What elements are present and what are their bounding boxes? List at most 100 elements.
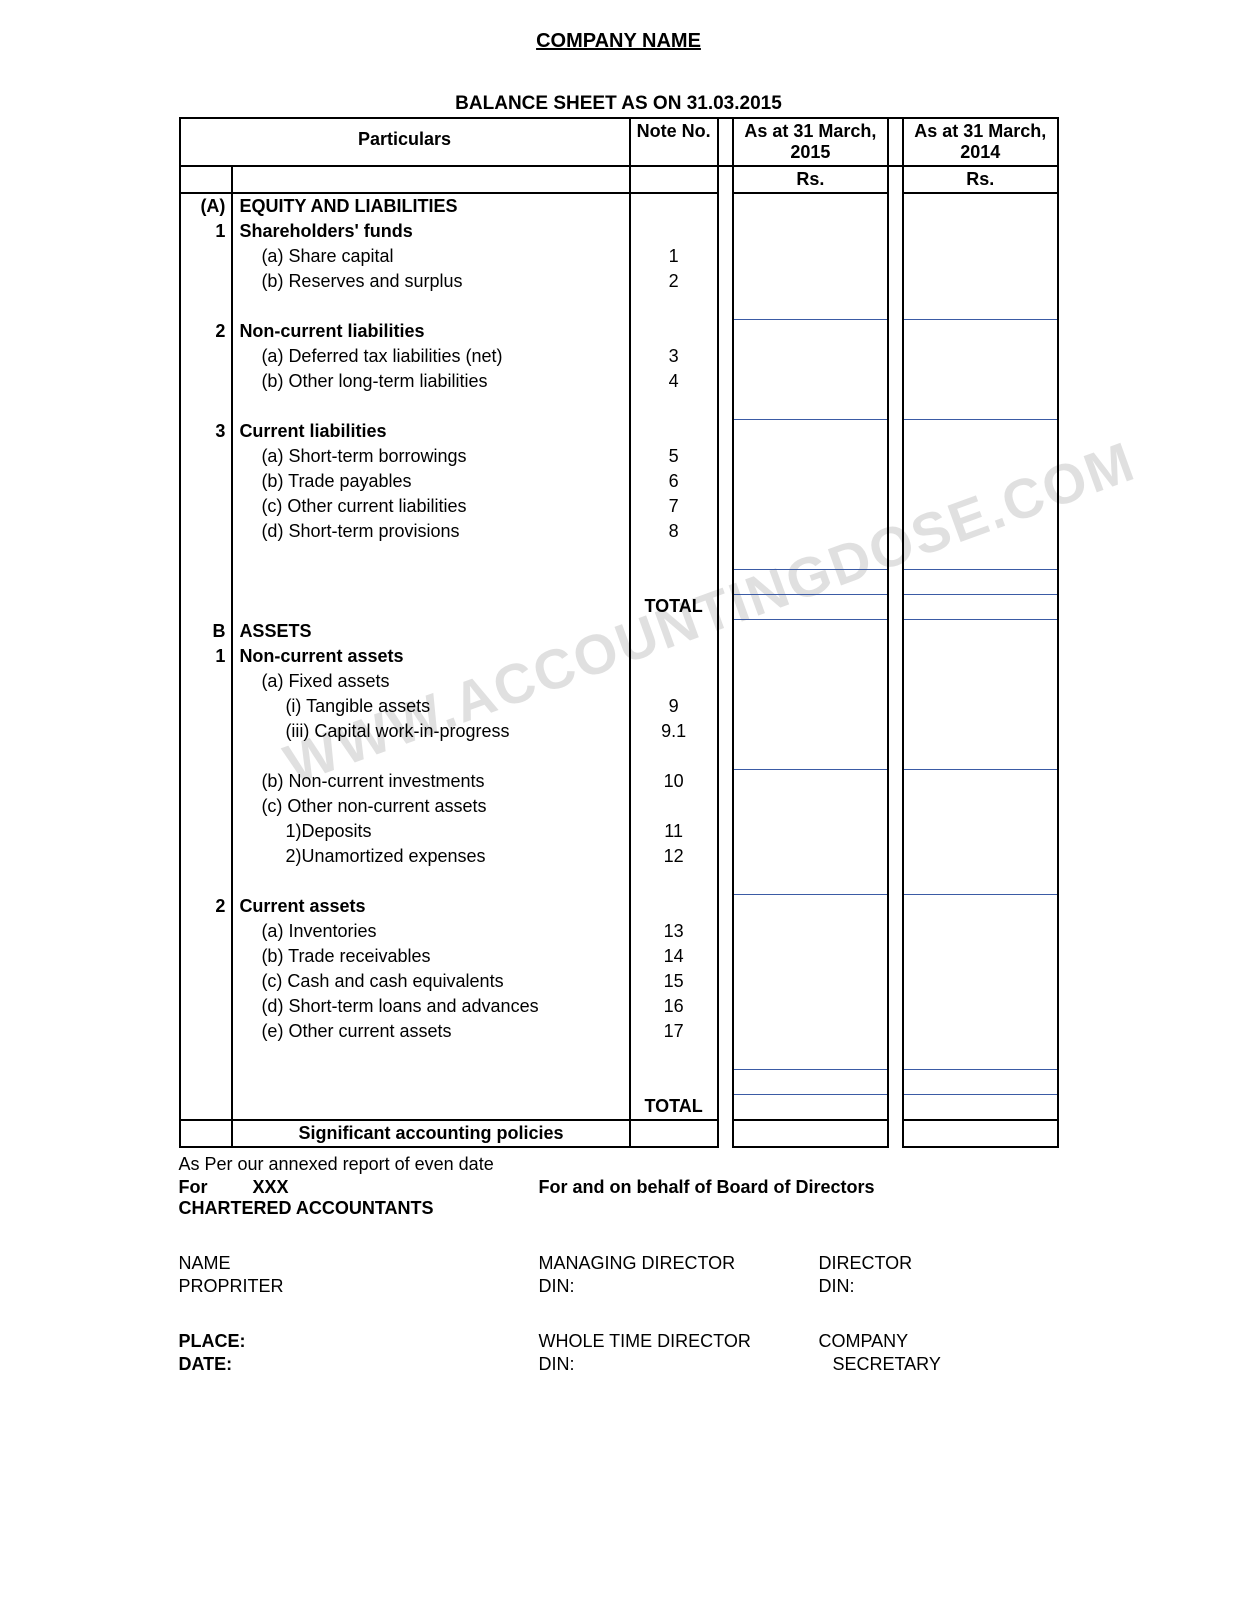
col-header-particulars: Particulars	[180, 118, 630, 166]
label: (a) Short-term borrowings	[232, 444, 629, 469]
line-A3a: (a) Short-term borrowings5	[180, 444, 1058, 469]
board-line: For and on behalf of Board of Directors	[539, 1177, 875, 1198]
label: (a) Share capital	[232, 244, 629, 269]
spacer	[180, 1069, 1058, 1094]
group-B2-title: Current assets	[232, 894, 629, 919]
note: 7	[630, 494, 718, 519]
group-B1-row: 1 Non-current assets	[180, 644, 1058, 669]
secretary-label: SECRETARY	[819, 1354, 1019, 1375]
line-A3d: (d) Short-term provisions8	[180, 519, 1058, 544]
policies-row: Significant accounting policies	[180, 1120, 1058, 1147]
line-A1a: (a) Share capital 1	[180, 244, 1058, 269]
section-A-title: EQUITY AND LIABILITIES	[232, 193, 629, 219]
col-header-note: Note No.	[630, 118, 718, 166]
line-B1a1: (i) Tangible assets9	[180, 694, 1058, 719]
group-A3-title: Current liabilities	[232, 419, 629, 444]
director-label: DIRECTOR	[819, 1253, 1019, 1274]
note: 14	[630, 944, 718, 969]
place-label: PLACE:	[179, 1331, 539, 1352]
din-1: DIN:	[539, 1276, 819, 1297]
propriter-label: PROPRITER	[179, 1276, 539, 1297]
line-A2b: (b) Other long-term liabilities 4	[180, 369, 1058, 394]
md-label: MANAGING DIRECTOR	[539, 1253, 819, 1274]
section-B-title: ASSETS	[232, 619, 629, 644]
balance-sheet-table: Particulars Note No. As at 31 March, 201…	[179, 117, 1059, 1148]
spacer	[180, 1044, 1058, 1069]
company-name: COMPANY NAME	[20, 30, 1217, 53]
name-label: NAME	[179, 1253, 539, 1274]
wtd-label: WHOLE TIME DIRECTOR	[539, 1331, 819, 1352]
total-B-row: TOTAL	[180, 1094, 1058, 1120]
label: (b) Trade payables	[232, 469, 629, 494]
label: (c) Other current liabilities	[232, 494, 629, 519]
note: 3	[630, 344, 718, 369]
note: 12	[630, 844, 718, 869]
note: 1	[630, 244, 718, 269]
line-B1b: (b) Non-current investments10	[180, 769, 1058, 794]
note: 8	[630, 519, 718, 544]
note: 6	[630, 469, 718, 494]
label: (a) Fixed assets	[232, 669, 629, 694]
note: 2	[630, 269, 718, 294]
line-B1c: (c) Other non-current assets	[180, 794, 1058, 819]
spacer	[180, 394, 1058, 419]
rs-2014: Rs.	[903, 166, 1057, 193]
label: (b) Other long-term liabilities	[232, 369, 629, 394]
note: 11	[630, 819, 718, 844]
spacer	[180, 544, 1058, 569]
for-label: For	[179, 1177, 208, 1197]
note: 15	[630, 969, 718, 994]
section-A-idx: (A)	[180, 193, 233, 219]
balance-sheet-table-wrap: Particulars Note No. As at 31 March, 201…	[179, 117, 1059, 1148]
note: 17	[630, 1019, 718, 1044]
spacer	[180, 294, 1058, 319]
note: 5	[630, 444, 718, 469]
label: (b) Non-current investments	[232, 769, 629, 794]
line-A3c: (c) Other current liabilities7	[180, 494, 1058, 519]
total-B-label: TOTAL	[630, 1094, 718, 1120]
note: 16	[630, 994, 718, 1019]
line-B2b: (b) Trade receivables14	[180, 944, 1058, 969]
label: (e) Other current assets	[232, 1019, 629, 1044]
spacer	[180, 744, 1058, 769]
line-A1b: (b) Reserves and surplus 2	[180, 269, 1058, 294]
group-B1-title: Non-current assets	[232, 644, 629, 669]
footer: As Per our annexed report of even date F…	[179, 1154, 1059, 1375]
group-B2-row: 2 Current assets	[180, 894, 1058, 919]
group-A1-title: Shareholders' funds	[232, 219, 629, 244]
line-B2e: (e) Other current assets17	[180, 1019, 1058, 1044]
table-subheader-row: Rs. Rs.	[180, 166, 1058, 193]
note: 9	[630, 694, 718, 719]
group-A2-title: Non-current liabilities	[232, 319, 629, 344]
sheet-title: BALANCE SHEET AS ON 31.03.2015	[20, 93, 1217, 115]
note: 13	[630, 919, 718, 944]
line-B1a2: (iii) Capital work-in-progress9.1	[180, 719, 1058, 744]
line-B1a: (a) Fixed assets	[180, 669, 1058, 694]
line-B2c: (c) Cash and cash equivalents15	[180, 969, 1058, 994]
section-B-idx: B	[180, 619, 233, 644]
din-3: DIN:	[539, 1354, 819, 1375]
label: (b) Trade receivables	[232, 944, 629, 969]
line-B2a: (a) Inventories13	[180, 919, 1058, 944]
label: (a) Deferred tax liabilities (net)	[232, 344, 629, 369]
section-A-row: (A) EQUITY AND LIABILITIES	[180, 193, 1058, 219]
policies-label: Significant accounting policies	[232, 1120, 629, 1147]
section-B-row: B ASSETS	[180, 619, 1058, 644]
group-B1-n: 1	[180, 644, 233, 669]
label: (c) Cash and cash equivalents	[232, 969, 629, 994]
label: (a) Inventories	[232, 919, 629, 944]
note: 10	[630, 769, 718, 794]
note: 4	[630, 369, 718, 394]
label: (c) Other non-current assets	[232, 794, 629, 819]
table-header-row: Particulars Note No. As at 31 March, 201…	[180, 118, 1058, 166]
group-A3-n: 3	[180, 419, 233, 444]
total-A-row: TOTAL	[180, 594, 1058, 619]
label: (i) Tangible assets	[232, 694, 629, 719]
din-2: DIN:	[819, 1276, 1019, 1297]
label: (b) Reserves and surplus	[232, 269, 629, 294]
group-A3-row: 3 Current liabilities	[180, 419, 1058, 444]
group-B2-n: 2	[180, 894, 233, 919]
label: 1)Deposits	[232, 819, 629, 844]
label: (d) Short-term loans and advances	[232, 994, 629, 1019]
spacer	[180, 869, 1058, 894]
